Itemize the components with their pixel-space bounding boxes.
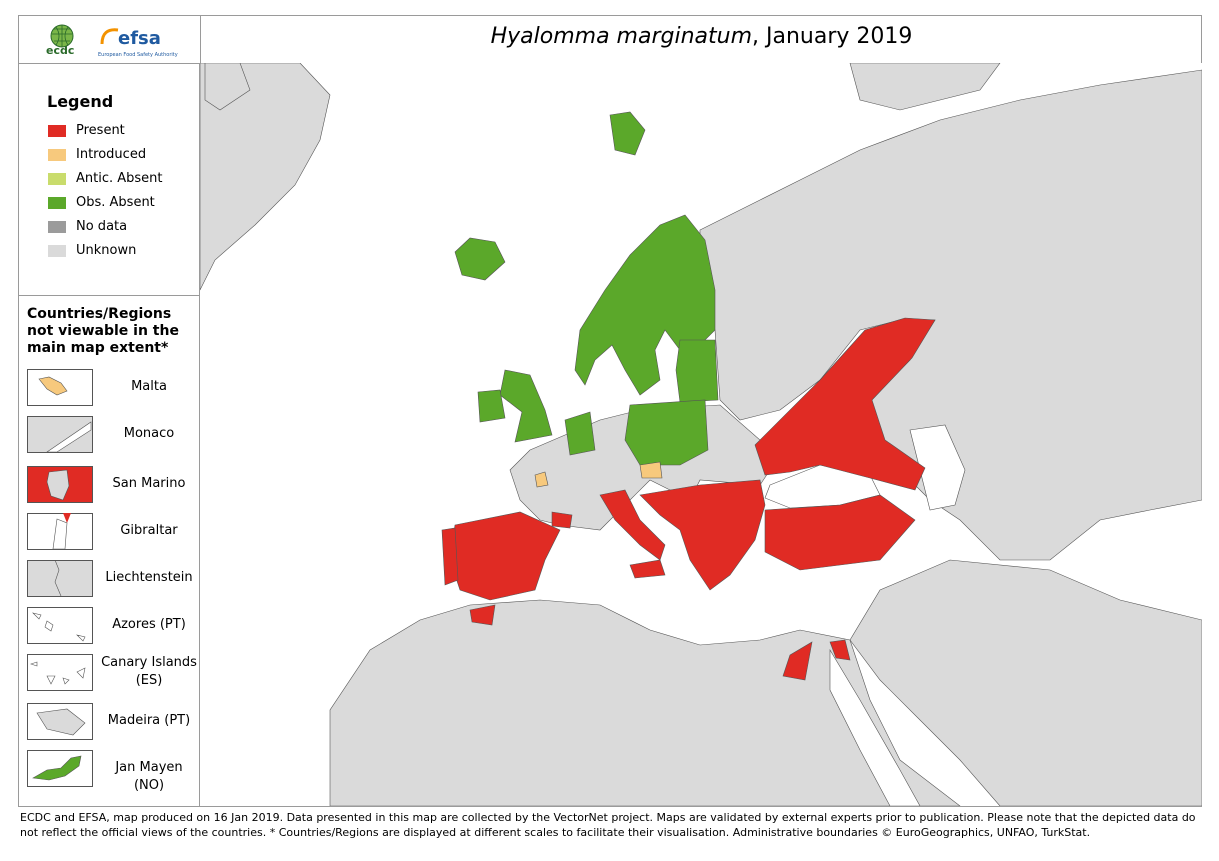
inset-map — [27, 750, 93, 787]
legend-swatch — [48, 197, 66, 209]
france-south — [551, 511, 573, 529]
map — [200, 63, 1202, 806]
inset-svg — [27, 513, 93, 550]
inset-svg — [27, 750, 93, 787]
inset-item: Gibraltar — [27, 513, 197, 550]
egypt-nile — [782, 641, 813, 681]
novaya-zemlya — [849, 63, 1001, 111]
red-sea — [829, 648, 921, 806]
inset-label: San Marino — [112, 476, 186, 491]
legend-swatch — [48, 149, 66, 161]
morocco-north — [469, 604, 496, 626]
inset-map — [27, 703, 93, 740]
netherlands — [564, 411, 596, 456]
inset-item: Liechtenstein — [27, 560, 197, 597]
poland — [624, 399, 709, 466]
inset-label: Liechtenstein — [105, 570, 193, 585]
france-introduced — [534, 471, 549, 488]
austria-introduced — [639, 461, 663, 479]
efsa-text: efsa — [118, 28, 161, 49]
footer-note: ECDC and EFSA, map produced on 16 Jan 20… — [20, 811, 1196, 839]
legend-label: Unknown — [76, 243, 137, 258]
turkey — [764, 494, 916, 571]
inset-label: Monaco — [123, 426, 175, 441]
legend-swatch — [48, 245, 66, 257]
legend-swatch — [48, 125, 66, 137]
inset-label: Jan Mayen (NO) — [115, 760, 183, 793]
ecdc-logo: ecdc — [40, 22, 92, 60]
title-species: Hyalomma marginatum — [490, 24, 753, 49]
legend-separator — [18, 295, 200, 296]
legend-title: Legend — [47, 92, 114, 111]
inset-map — [27, 560, 93, 597]
greenland — [200, 63, 331, 291]
inset-item: San Marino — [27, 466, 197, 503]
russia-south-ukraine — [754, 317, 936, 491]
inset-label: Gibraltar — [120, 523, 178, 538]
inset-svg — [27, 416, 93, 453]
inset-svg — [27, 466, 93, 503]
map-title: Hyalomma marginatum, January 2019 — [200, 24, 1203, 49]
portugal — [441, 527, 459, 586]
inset-svg — [27, 703, 93, 740]
ireland — [477, 389, 506, 423]
legend-label: Antic. Absent — [76, 171, 163, 186]
inset-item: Azores (PT) — [27, 607, 197, 644]
inset-svg — [27, 607, 93, 644]
inset-map — [27, 369, 93, 406]
inset-label: Malta — [131, 379, 167, 394]
inset-map — [27, 513, 93, 550]
title-date: , January 2019 — [752, 24, 913, 49]
iceland — [454, 237, 506, 281]
great-britain — [499, 369, 553, 443]
inset-title: Countries/Regions not viewable in the ma… — [27, 306, 179, 356]
left-panel — [18, 63, 200, 807]
svalbard — [609, 111, 646, 156]
middle-east — [849, 559, 1202, 806]
inset-item: Canary Islands (ES) — [27, 654, 197, 691]
inset-svg — [27, 369, 93, 406]
israel — [829, 639, 851, 661]
legend-swatch — [48, 221, 66, 233]
baltics — [675, 339, 719, 403]
ecdc-text: ecdc — [46, 44, 75, 57]
inset-map — [27, 654, 93, 691]
inset-item: Malta — [27, 369, 197, 406]
legend-label: Present — [76, 123, 125, 138]
balkans — [639, 479, 766, 591]
inset-svg — [27, 560, 93, 597]
inset-label: Azores (PT) — [112, 617, 186, 632]
inset-item: Monaco — [27, 416, 197, 453]
ecdc-globe — [50, 24, 74, 48]
italy — [599, 489, 666, 561]
legend-label: Obs. Absent — [76, 195, 155, 210]
inset-item: Jan Mayen (NO) — [27, 750, 197, 793]
legend-swatch — [48, 173, 66, 185]
inset-label: Canary Islands (ES) — [101, 655, 197, 688]
inset-svg — [27, 654, 93, 691]
logo-separator — [200, 15, 201, 63]
efsa-subtitle: European Food Safety Authority — [98, 52, 178, 58]
inset-label: Madeira (PT) — [107, 713, 191, 728]
inset-map — [27, 607, 93, 644]
efsa-logo: efsa European Food Safety Authority — [98, 24, 193, 60]
arctic-island — [204, 63, 251, 111]
efsa-mark — [100, 28, 119, 45]
inset-map — [27, 416, 93, 453]
inset-item: Madeira (PT) — [27, 703, 197, 740]
legend-label: Introduced — [76, 147, 147, 162]
legend-label: No data — [76, 219, 128, 234]
inset-map — [27, 466, 93, 503]
sicily — [629, 559, 666, 579]
